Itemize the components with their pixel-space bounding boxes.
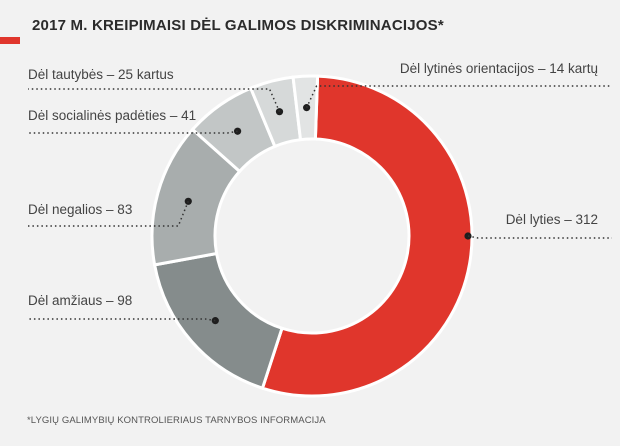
donut-slices (150, 74, 474, 398)
title-accent-bar (0, 37, 20, 44)
leader-line-5 (28, 88, 281, 112)
leader-line-6 (305, 85, 612, 108)
donut-slice-1 (260, 74, 474, 398)
slice-label-5: Dėl tautybės – 25 kartus (28, 67, 174, 82)
leader-line-3 (28, 201, 189, 227)
leader-line-2 (28, 318, 216, 322)
leader-line-1 (467, 235, 612, 239)
slice-label-3: Dėl negalios – 83 (28, 202, 132, 217)
slice-label-4: Dėl socialinės padėties – 41 (28, 108, 196, 123)
slice-labels: Dėl lyties – 312 Dėl amžiaus – 98 Dėl nega… (28, 61, 598, 308)
source-footnote: *LYGIŲ GALIMYBIŲ KONTROLIERIAUS TARNYBOS… (27, 415, 326, 426)
slice-label-1: Dėl lyties – 312 (506, 212, 598, 227)
chart-title: 2017 M. KREIPIMAISI DĖL GALIMOS DISKRIMI… (32, 17, 444, 34)
slice-label-6: Dėl lytinės orientacijos – 14 kartų (400, 61, 598, 76)
leader-line-4 (28, 130, 238, 134)
slice-label-2: Dėl amžiaus – 98 (28, 293, 132, 308)
label-leaders (28, 85, 612, 325)
